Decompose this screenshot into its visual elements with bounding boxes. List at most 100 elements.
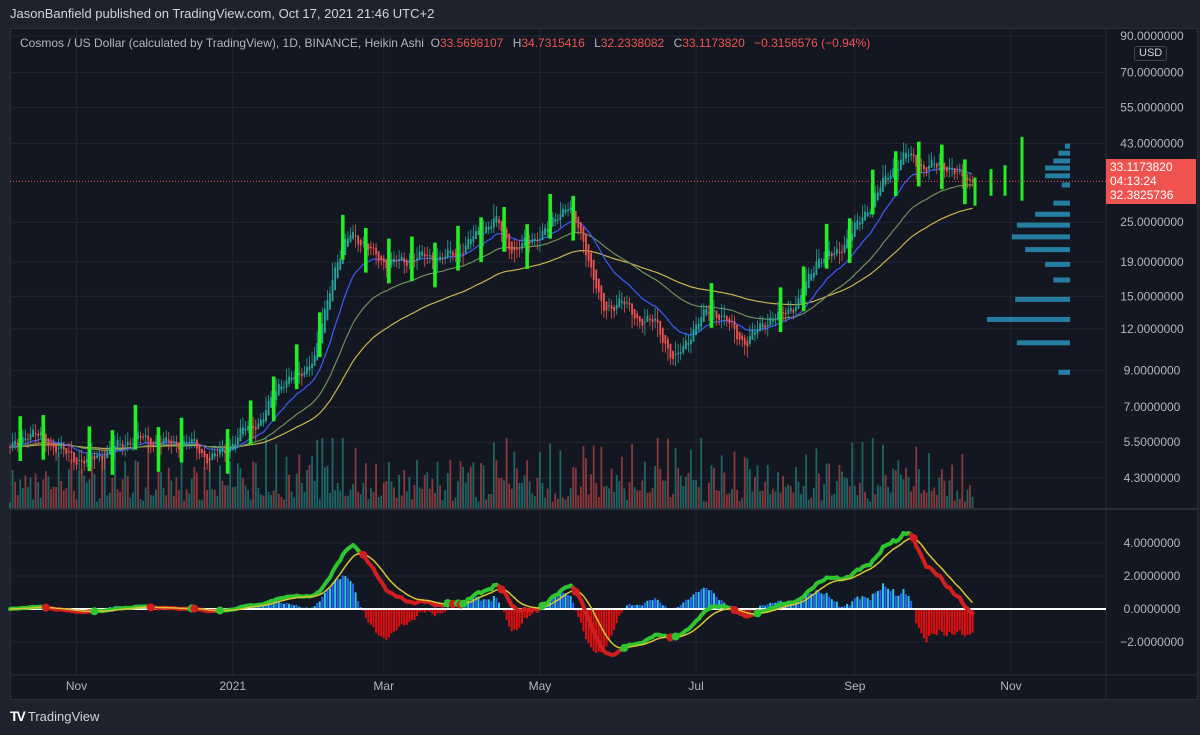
volume-bar [743,456,746,508]
volume-bar [267,491,270,508]
macd-histogram-bar [510,609,513,632]
candle-body [882,177,884,192]
price-axis-label: 4.3000000 [1124,471,1181,485]
signal-bar [317,312,322,358]
volume-bar [492,442,495,508]
volume-bar [370,488,372,508]
volume-bar [467,472,470,508]
volume-bar [766,464,769,508]
signal-bar [294,344,299,390]
candle-body [27,439,29,441]
macd-histogram-bar [649,599,651,609]
candle-body [357,235,360,245]
candle-body [818,258,820,269]
candle-body [454,253,457,256]
volume-bar [357,491,360,508]
volume-bar [815,448,818,508]
volume-bar [300,482,303,508]
candle-body [664,335,667,344]
macd-histogram-bar [884,586,887,609]
candle-body [715,310,718,318]
symbol-title[interactable]: Cosmos / US Dollar (calculated by Tradin… [20,36,424,50]
candle-body [259,419,262,426]
candle-body [70,451,73,453]
candle-body [702,309,705,323]
candle-body [121,443,124,448]
macd-histogram-bar [769,602,772,609]
candle-body [866,212,869,217]
candle-body [413,260,416,262]
second-price: 32.3825736 [1110,188,1174,202]
candle-body [946,166,948,172]
candle-body [582,226,585,242]
volume-bar [423,474,426,508]
macd-histogram-bar [254,606,257,609]
candle-body [321,323,324,344]
macd-histogram-bar [889,591,892,609]
macd-histogram-bar [664,605,667,609]
macd-histogram-bar [966,609,969,635]
volume-bar [812,487,815,508]
candle-body [96,455,98,458]
volume-bar [339,490,342,508]
candle-body [129,443,132,445]
volume-bar [830,495,833,508]
currency-button[interactable]: USD [1134,46,1168,61]
macd-histogram-bar [871,593,874,609]
macd-histogram-bar [444,609,447,612]
volume-bar [96,501,98,508]
volume-bar [963,501,966,508]
macd-histogram-bar [610,609,613,636]
macd-histogram-bar [341,575,344,609]
candle-body [34,433,37,435]
candle-body [579,222,582,232]
candle-body [39,432,42,435]
macd-histogram-bar [705,588,708,609]
macd-cross-dot [90,607,99,616]
volume-bar [618,481,621,508]
volume-bar [119,491,121,508]
volume-bar [83,475,86,508]
candle-body [756,329,759,334]
volume-profile-bar [1058,369,1070,375]
macd-histogram-bar [618,609,621,616]
volume-bar [390,481,393,508]
volume-bar [116,489,119,508]
volume-bar [331,438,334,508]
volume-bar [411,499,413,508]
price-axis-label: 9.0000000 [1124,364,1181,378]
candle-body [787,309,790,314]
volume-bar [129,497,132,508]
signal-bar [225,429,230,474]
candle-body [741,335,744,340]
macd-histogram-bar [556,596,559,609]
volume-bar [439,485,441,508]
candle-body [257,423,260,429]
candle-body [669,343,672,359]
volume-bar [738,500,741,508]
signal-bar [709,283,714,328]
macd-histogram-bar [905,594,907,609]
macd-histogram-bar [369,609,372,625]
volume-bar [654,465,657,508]
chart-frame[interactable] [10,28,1198,700]
volume-bar [29,477,32,508]
candle-body [367,243,370,250]
volume-bar [239,468,242,508]
volume-bar [372,492,375,508]
volume-bar [928,453,930,508]
macd-histogram-bar [321,596,324,609]
volume-bar [180,463,183,508]
macd-histogram-bar [759,605,762,609]
volume-profile-bar [1045,173,1070,179]
signal-bar [801,266,806,312]
macd-histogram-bar [436,609,439,614]
candle-body [495,215,498,223]
volume-bar [508,483,511,508]
candle-body [244,428,247,431]
candle-body [876,192,879,201]
macd-histogram-bar [938,609,941,631]
macd-histogram-bar [928,609,931,637]
candle-body [830,253,833,257]
